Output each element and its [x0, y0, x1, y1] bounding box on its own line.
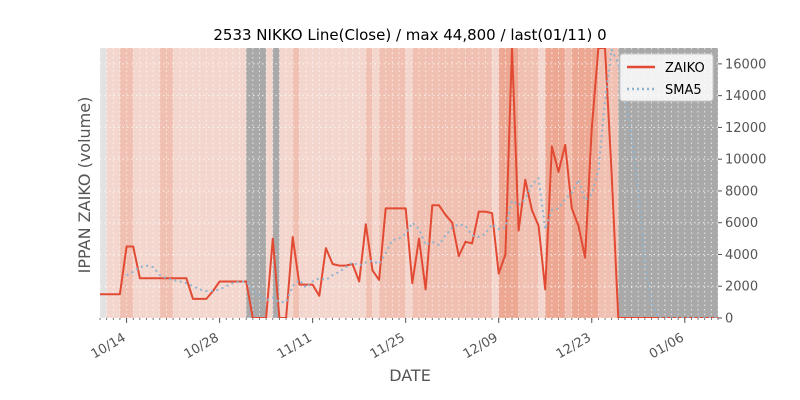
y-tick-label: 10000	[725, 153, 766, 168]
x-tick-label: 12/09	[461, 330, 501, 362]
x-tick-label: 10/14	[89, 330, 129, 362]
y-tick-label: 2000	[725, 280, 758, 295]
x-tick-label: 11/11	[275, 330, 315, 362]
y-axis-label: IPPAN ZAIKO (volume)	[75, 97, 94, 274]
y-tick-label: 0	[725, 312, 733, 327]
zaiko-line	[100, 48, 718, 318]
x-tick-label: 01/06	[647, 330, 687, 362]
y-tick-label: 8000	[725, 184, 758, 199]
legend: ZAIKO SMA5	[619, 53, 714, 102]
x-tick-label: 11/25	[368, 330, 408, 362]
y-tick-label: 16000	[725, 57, 766, 72]
background-band	[492, 48, 499, 318]
background-band	[365, 48, 373, 318]
background-band	[545, 48, 566, 318]
y-tick-label: 6000	[725, 216, 758, 231]
background-band	[272, 48, 280, 318]
x-axis-label: DATE	[389, 366, 431, 385]
y-tick-label: 14000	[725, 89, 766, 104]
background-band	[292, 48, 300, 318]
chart-title: 2533 NIKKO Line(Close) / max 44,800 / la…	[213, 26, 606, 44]
background-band	[173, 48, 247, 318]
y-tick-label: 12000	[725, 121, 766, 136]
background-band	[538, 48, 546, 318]
background-band	[518, 48, 539, 318]
background-band	[100, 48, 107, 318]
background-band	[372, 48, 380, 318]
series-lines	[100, 48, 718, 318]
background-band	[598, 48, 619, 318]
background-band	[266, 48, 273, 318]
x-tick-label: 10/28	[182, 330, 222, 362]
legend-sma5-label: SMA5	[665, 83, 702, 98]
legend-zaiko-label: ZAIKO	[665, 61, 705, 76]
y-tick-label: 4000	[725, 248, 758, 263]
background-band	[246, 48, 267, 318]
background-band	[405, 48, 413, 318]
x-tick-label: 12/23	[554, 330, 594, 362]
